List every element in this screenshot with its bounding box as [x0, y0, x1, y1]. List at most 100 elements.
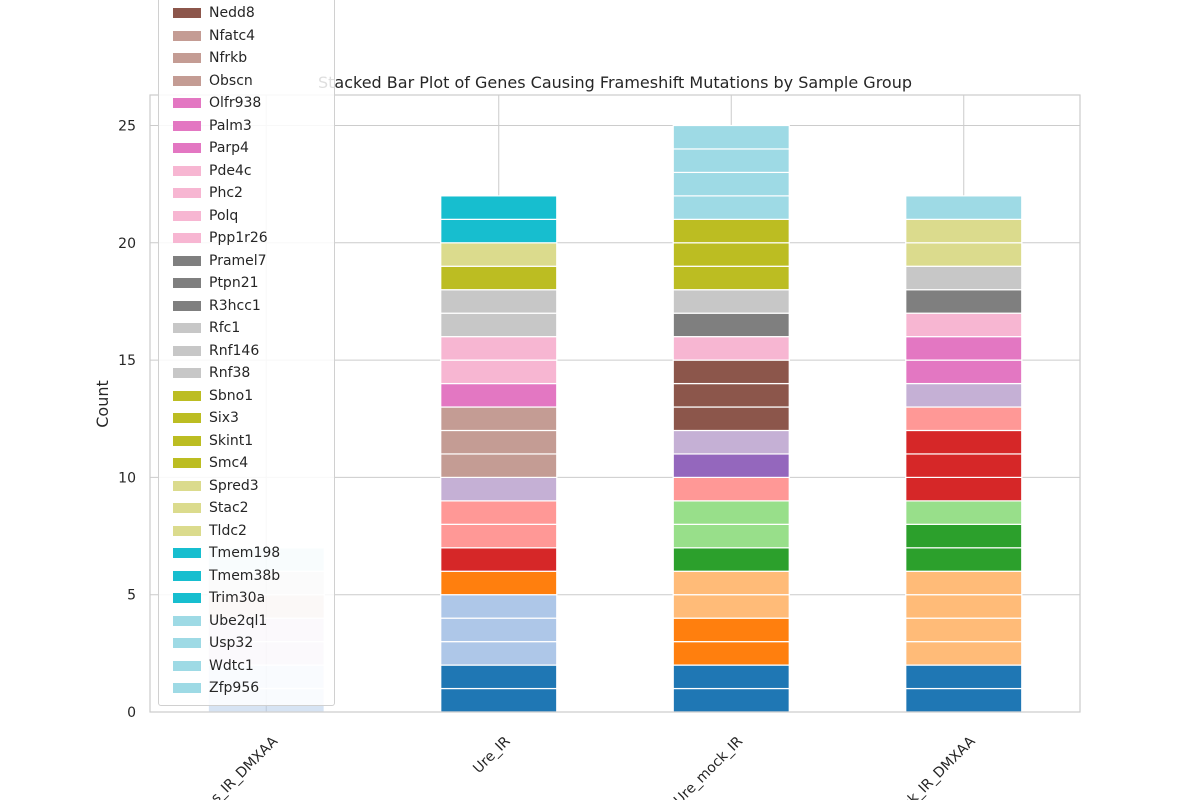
- bar-segment: [672, 594, 790, 619]
- bar-segment: [672, 382, 790, 408]
- legend-item: Tmem38b: [173, 566, 280, 586]
- bar-segment: [905, 570, 1023, 596]
- bar-segment: [672, 523, 790, 549]
- bar-segment: [440, 664, 558, 690]
- legend-swatch: [173, 638, 201, 648]
- legend-item: Wdtc1: [173, 656, 254, 676]
- bar-segment: [905, 641, 1023, 666]
- bar-segment: [440, 406, 558, 432]
- legend-item: Rfc1: [173, 318, 240, 338]
- bar-segment: [672, 195, 790, 220]
- legend-swatch: [173, 683, 201, 693]
- legend-label: Smc4: [209, 455, 249, 471]
- legend-label: Nfatc4: [209, 27, 256, 44]
- legend-item: Nfatc4: [173, 26, 255, 46]
- bar-segment: [672, 289, 790, 314]
- bar-segment: [672, 148, 790, 174]
- bar-segment: [905, 312, 1023, 338]
- legend-label: Usp32: [209, 635, 254, 651]
- bar-segment: [905, 523, 1023, 549]
- y-tick-label: 10: [118, 470, 136, 486]
- legend-label: Ppp1r26: [209, 230, 268, 246]
- bar-segment: [672, 406, 790, 432]
- legend-item: Zfp956: [173, 678, 259, 698]
- legend-item: Pde4c: [173, 161, 252, 181]
- x-tick-label: Ure_IR: [470, 733, 513, 776]
- bar-segment: [440, 617, 558, 643]
- legend-swatch: [173, 548, 201, 558]
- bar-segment: [672, 242, 790, 267]
- bar-segment: [440, 242, 558, 267]
- legend-label: Ptpn21: [209, 275, 259, 291]
- bar-segment: [905, 500, 1023, 525]
- x-tick-label: ck_IR_DMXAA: [900, 733, 979, 800]
- legend-item: Nedd8: [173, 3, 255, 23]
- legend-item: Ptpn21: [173, 273, 259, 293]
- legend-label: Olfr938: [209, 95, 262, 111]
- bar-segment: [672, 570, 790, 596]
- legend-swatch: [173, 413, 201, 423]
- bar-segment: [672, 171, 790, 197]
- legend-swatch: [173, 75, 201, 86]
- legend-swatch: [173, 210, 201, 221]
- legend-label: Rnf146: [209, 342, 260, 359]
- x-tick-label: Ure_mock_IR: [671, 733, 746, 800]
- legend-swatch: [173, 593, 201, 603]
- legend-item: Olfr938: [173, 93, 261, 113]
- bar-segment: [440, 547, 558, 572]
- bar-segment: [905, 289, 1023, 314]
- bar-segment: [440, 453, 558, 478]
- legend-item: Nfrkb: [173, 48, 247, 68]
- bar-segment: [905, 687, 1023, 713]
- legend-item: Polq: [173, 206, 238, 226]
- y-tick-label: 15: [118, 353, 136, 369]
- bar-segment: [672, 218, 790, 244]
- bar-segment: [672, 359, 790, 385]
- bar-segment: [672, 265, 790, 291]
- legend-label: Tmem38b: [209, 567, 281, 584]
- bar-segment: [440, 687, 558, 713]
- legend-swatch: [173, 255, 201, 266]
- x-tick-label: s_IR_DMXAA: [208, 733, 281, 800]
- bar-segment: [440, 570, 558, 596]
- legend-label: Rfc1: [209, 320, 241, 336]
- legend-label: Palm3: [209, 117, 252, 134]
- bar-segment: [905, 617, 1023, 643]
- legend-label: Skint1: [209, 432, 254, 449]
- legend-item: Usp32: [173, 633, 253, 653]
- legend-label: Polq: [209, 207, 239, 224]
- legend-swatch: [173, 345, 201, 356]
- bar-segment: [440, 641, 558, 666]
- bar-segment: [905, 242, 1023, 267]
- y-tick-label: 25: [118, 118, 136, 134]
- bar-segment: [440, 289, 558, 314]
- y-tick-label: 5: [127, 588, 136, 604]
- legend-item: R3hcc1: [173, 296, 261, 316]
- bar-segment: [672, 687, 790, 713]
- bar-segment: [672, 664, 790, 690]
- bar-segment: [672, 641, 790, 666]
- bar-segment: [440, 429, 558, 455]
- legend-item: Tmem198: [173, 543, 280, 563]
- axes: [149, 94, 1081, 713]
- bar-segment: [905, 664, 1023, 690]
- bar-segment: [672, 453, 790, 478]
- legend-swatch: [173, 8, 201, 18]
- bar-segment: [905, 547, 1023, 572]
- legend-item: Trim30a: [173, 588, 265, 608]
- legend-label: Pramel7: [209, 252, 267, 269]
- bar-segment: [905, 382, 1023, 408]
- legend-swatch: [173, 233, 201, 243]
- legend-swatch: [173, 368, 201, 378]
- legend-label: Rnf38: [209, 365, 251, 381]
- legend-item: Rnf38: [173, 363, 250, 383]
- legend: Nedd8 Nfatc4 Nfrkb Obscn Olfr938 Palm3 Parp4 Pd…: [158, 0, 335, 706]
- legend-item: Tldc2: [173, 521, 247, 541]
- legend-label: Trim30a: [209, 590, 266, 606]
- legend-label: Wdtc1: [209, 657, 254, 674]
- bar-segment: [905, 594, 1023, 619]
- legend-label: Pde4c: [209, 162, 252, 179]
- legend-swatch: [173, 503, 201, 513]
- legend-label: Zfp956: [209, 680, 260, 696]
- y-tick-label: 20: [118, 236, 136, 252]
